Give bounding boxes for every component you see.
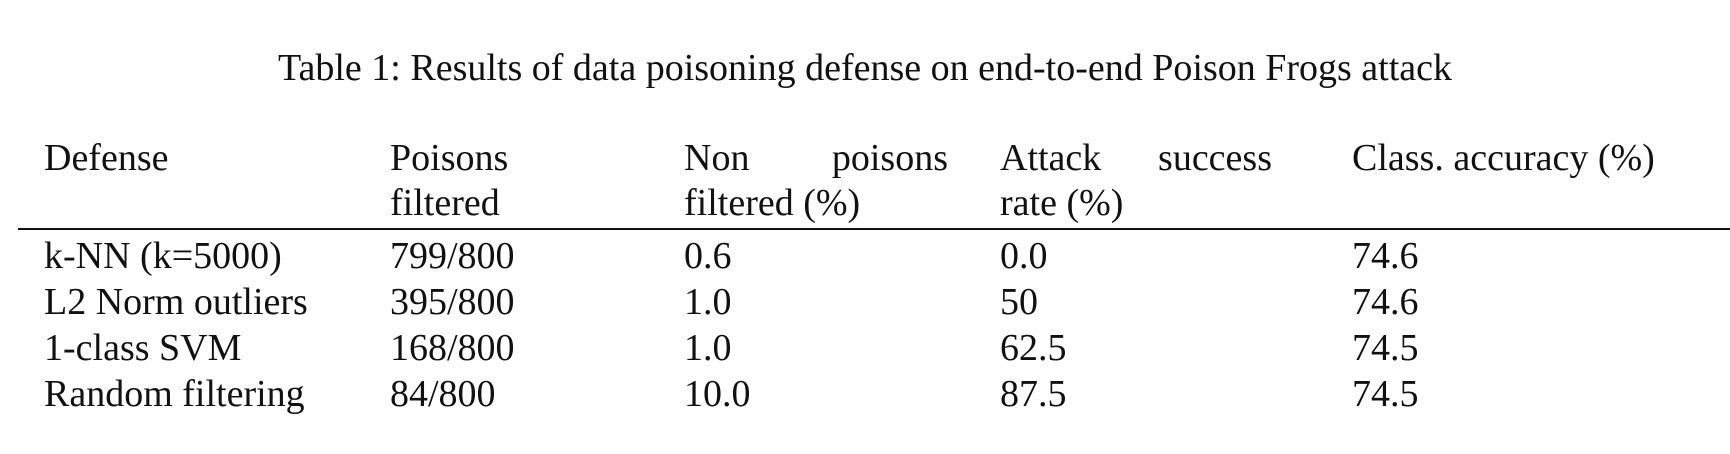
cell-poisons-filtered: 84/800 [390, 373, 496, 415]
table-row: L2 Norm outliers 395/800 1.0 50 74.6 [18, 279, 1730, 325]
header-poisons-line1: Poisons [390, 137, 509, 179]
table-header: Defense Poisons filtered Non poisons fil… [18, 136, 1730, 229]
header-nonpoisons-filtered: Non poisons filtered (%) [658, 136, 974, 229]
cell-defense: 1-class SVM [44, 327, 242, 369]
header-row: Defense Poisons filtered Non poisons fil… [18, 136, 1730, 229]
cell-nonpoisons-filtered: 1.0 [684, 327, 732, 369]
cell-nonpoisons-filtered: 1.0 [684, 281, 732, 323]
table-body: k-NN (k=5000) 799/800 0.6 0.0 74.6 L2 No… [18, 229, 1730, 417]
cell-defense: k-NN (k=5000) [44, 235, 282, 277]
header-nonpoisons-line2: filtered (%) [684, 182, 861, 224]
cell-class-accuracy: 74.6 [1352, 281, 1419, 323]
header-attack-word2: success [1158, 137, 1272, 179]
cell-attack-success: 62.5 [1000, 327, 1067, 369]
table-row: Random filtering 84/800 10.0 87.5 74.5 [18, 371, 1730, 417]
header-nonpoisons-word2: poisons [831, 137, 948, 179]
cell-nonpoisons-filtered: 0.6 [684, 235, 732, 277]
cell-poisons-filtered: 168/800 [390, 327, 515, 369]
cell-class-accuracy: 74.5 [1352, 373, 1419, 415]
cell-class-accuracy: 74.6 [1352, 235, 1419, 277]
header-attack-line2: rate (%) [1000, 182, 1124, 224]
header-defense: Defense [44, 137, 169, 179]
results-table: Defense Poisons filtered Non poisons fil… [18, 136, 1730, 417]
header-nonpoisons-word1: Non [684, 137, 750, 179]
cell-defense: L2 Norm outliers [44, 281, 308, 323]
table-row: 1-class SVM 168/800 1.0 62.5 74.5 [18, 325, 1730, 371]
header-poisons-line2: filtered [390, 182, 500, 224]
table-caption: Table 1: Results of data poisoning defen… [277, 47, 1453, 89]
cell-class-accuracy: 74.5 [1352, 327, 1419, 369]
cell-defense: Random filtering [44, 373, 305, 415]
results-table-container: Defense Poisons filtered Non poisons fil… [18, 136, 1730, 417]
cell-attack-success: 87.5 [1000, 373, 1067, 415]
table-row: k-NN (k=5000) 799/800 0.6 0.0 74.6 [18, 229, 1730, 279]
cell-nonpoisons-filtered: 10.0 [684, 373, 751, 415]
header-attack-success: Attack success rate (%) [974, 136, 1326, 229]
header-class-accuracy: Class. accuracy (%) [1352, 137, 1655, 179]
cell-poisons-filtered: 395/800 [390, 281, 515, 323]
cell-attack-success: 50 [1000, 281, 1038, 323]
header-attack-word1: Attack [1000, 137, 1102, 179]
header-poisons-filtered: Poisons filtered [364, 136, 658, 229]
cell-attack-success: 0.0 [1000, 235, 1048, 277]
cell-poisons-filtered: 799/800 [390, 235, 515, 277]
